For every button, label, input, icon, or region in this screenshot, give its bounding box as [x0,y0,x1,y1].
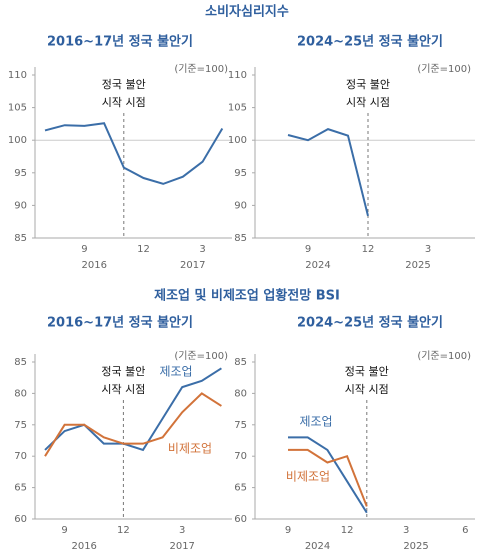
y-tick-label: 95 [234,168,247,179]
series-label: 비제조업 [286,470,330,484]
annotation: 정국 불안 [345,365,389,378]
y-tick-label: 90 [234,200,247,211]
annotation: 정국 불안 [102,78,146,91]
y-tick-label: 70 [234,451,247,462]
annotation: 시작 시점 [101,383,145,396]
x-group-label: 2024 [305,260,330,271]
y-tick-label: 85 [234,357,247,368]
x-group-label: 2025 [405,260,430,271]
unit-label: (기준=100) [174,63,228,75]
series-line [287,128,369,217]
annotation: 정국 불안 [346,78,390,91]
series-line [288,436,368,514]
series-line [44,367,222,452]
series-line [288,448,368,507]
x-tick-label: 9 [285,525,291,536]
x-tick-label: 6 [462,525,468,536]
x-tick-label: 3 [179,525,185,536]
x-tick-label: 9 [305,244,311,255]
x-tick-label: 3 [403,525,409,536]
y-tick-label: 95 [14,168,27,179]
x-tick-label: 12 [137,244,150,255]
x-tick-label: 12 [117,525,130,536]
series-line [44,392,222,457]
x-group-label: 2016 [71,541,96,552]
y-tick-label: 80 [234,388,247,399]
series-line [44,122,224,185]
series-label: 제조업 [299,415,332,429]
y-tick-label: 70 [14,451,27,462]
y-tick-label: 80 [14,388,27,399]
y-tick-label: 75 [14,420,27,431]
annotation: 시작 시점 [102,96,146,109]
x-group-label: 2025 [403,541,428,552]
unit-label: (기준=100) [174,350,228,362]
y-tick-label: 90 [14,200,27,211]
y-tick-label: 105 [8,103,27,114]
y-tick-label: 85 [234,233,247,244]
series-label: 비제조업 [168,442,212,456]
subplot-title: 2016~17년 정국 불안기 [47,34,193,50]
section-title: 소비자심리지수 [205,4,289,20]
y-tick-label: 100 [228,135,247,146]
series-label: 제조업 [159,365,192,379]
x-tick-label: 12 [341,525,354,536]
y-tick-label: 100 [8,135,27,146]
subplot-title: 2024~25년 정국 불안기 [297,315,443,331]
x-tick-label: 3 [425,244,431,255]
x-tick-label: 12 [362,244,375,255]
x-group-label: 2024 [305,541,330,552]
y-tick-label: 110 [8,70,27,81]
x-tick-label: 9 [81,244,87,255]
y-tick-label: 110 [228,70,247,81]
x-tick-label: 3 [199,244,205,255]
subplot-title: 2016~17년 정국 불안기 [47,315,193,331]
y-tick-label: 65 [234,483,247,494]
unit-label: (기준=100) [417,350,471,362]
y-tick-label: 60 [234,514,247,525]
unit-label: (기준=100) [417,63,471,75]
subplot-title: 2024~25년 정국 불안기 [297,34,443,50]
y-tick-label: 85 [14,357,27,368]
x-group-label: 2016 [82,260,107,271]
y-tick-label: 85 [14,233,27,244]
y-tick-label: 75 [234,420,247,431]
y-tick-label: 105 [228,103,247,114]
y-tick-label: 60 [14,514,27,525]
y-tick-label: 65 [14,483,27,494]
annotation: 정국 불안 [101,365,145,378]
section-title: 제조업 및 비제조업 업황전망 BSI [154,288,340,304]
x-tick-label: 9 [61,525,67,536]
x-group-label: 2017 [169,541,194,552]
x-group-label: 2017 [180,260,205,271]
annotation: 시작 시점 [345,383,389,396]
annotation: 시작 시점 [346,96,390,109]
